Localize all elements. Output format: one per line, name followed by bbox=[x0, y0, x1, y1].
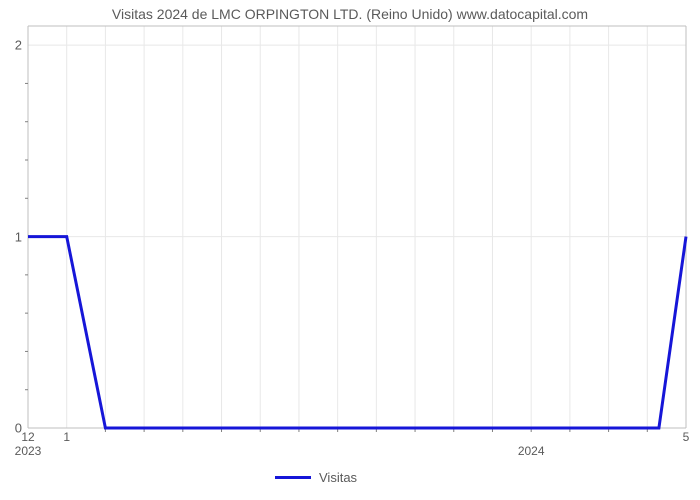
x-tick-label: 5 bbox=[683, 430, 690, 444]
y-tick-label: 1 bbox=[2, 229, 22, 244]
legend-label: Visitas bbox=[319, 470, 357, 485]
x-tick-label: 1 bbox=[63, 430, 70, 444]
legend: Visitas bbox=[275, 470, 357, 485]
x-tick-label: 12 bbox=[21, 430, 34, 444]
plot-svg bbox=[28, 26, 686, 428]
x-tick-sublabel: 2023 bbox=[15, 444, 42, 458]
chart-container: Visitas 2024 de LMC ORPINGTON LTD. (Rein… bbox=[0, 0, 700, 500]
x-tick-sublabel: 2024 bbox=[518, 444, 545, 458]
plot-area bbox=[28, 26, 686, 428]
y-tick-label: 0 bbox=[2, 421, 22, 436]
chart-title: Visitas 2024 de LMC ORPINGTON LTD. (Rein… bbox=[0, 6, 700, 22]
legend-line-icon bbox=[275, 476, 311, 479]
y-tick-label: 2 bbox=[2, 38, 22, 53]
